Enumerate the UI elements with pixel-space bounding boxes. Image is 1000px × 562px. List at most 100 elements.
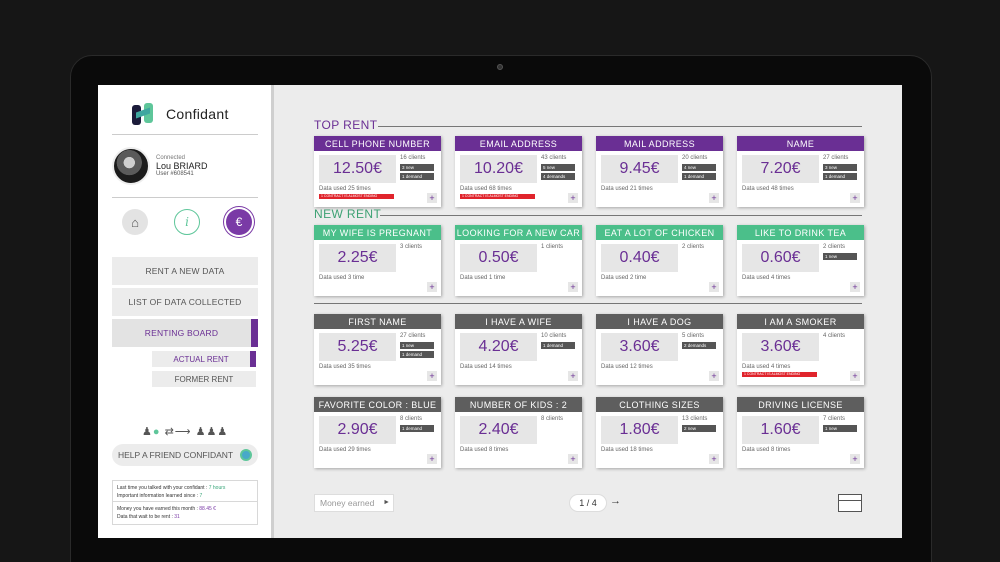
add-plus-icon[interactable]: + (568, 193, 578, 203)
euro-icon[interactable]: € (226, 209, 252, 235)
card-clients: 10 clients (541, 333, 567, 339)
globe-icon (240, 449, 252, 461)
add-plus-icon[interactable]: + (568, 282, 578, 292)
webcam-icon (497, 64, 503, 70)
card-clients: 7 clients (823, 416, 846, 422)
next-page-arrow-icon[interactable]: → (610, 495, 621, 507)
card-clients: 8 clients (541, 416, 564, 422)
data-card[interactable]: NUMBER OF KIDS : 2 2.40€ 8 clients Data use… (455, 397, 582, 468)
data-card[interactable]: EAT A LOT OF CHICKEN 0.40€ 2 clients Data u… (596, 225, 723, 296)
card-title: CELL PHONE NUMBER (314, 136, 441, 151)
card-tag: 1 new (823, 253, 857, 260)
menu-rent-new-data[interactable]: RENT A NEW DATA (112, 257, 258, 285)
data-card[interactable]: DRIVING LICENSE 1.60€ 7 clients 1 new Data u… (737, 397, 864, 468)
add-plus-icon[interactable]: + (427, 371, 437, 381)
card-price: 12.50€ (319, 155, 396, 183)
add-plus-icon[interactable]: + (427, 193, 437, 203)
info-learned: Important information learned since : (117, 493, 199, 499)
data-card[interactable]: I HAVE A WIFE 4.20€ 10 clients 1 demand Data… (455, 314, 582, 385)
data-card[interactable]: I AM A SMOKER 3.60€ 4 clients Data used 4 t… (737, 314, 864, 385)
card-price: 3.60€ (742, 333, 819, 361)
add-plus-icon[interactable]: + (427, 454, 437, 464)
divider (380, 215, 862, 216)
card-tag: 1 demand (541, 342, 575, 349)
card-tag: 1 demand (400, 173, 434, 180)
data-card[interactable]: LIKE TO DRINK TEA 0.60€ 2 clients 1 new Data… (737, 225, 864, 296)
info-learned-value: 7 (199, 493, 203, 499)
info-money-value: 88.45 € (199, 506, 216, 512)
card-title: DRIVING LICENSE (737, 397, 864, 412)
info-icon[interactable]: i (174, 209, 200, 235)
app-screen: Confidant Connected Lou BRIARD User #608… (98, 85, 902, 538)
card-title: MAIL ADDRESS (596, 136, 723, 151)
card-title: LIKE TO DRINK TEA (737, 225, 864, 240)
section-title-top-rent: TOP RENT (314, 118, 378, 132)
data-card[interactable]: LOOKING FOR A NEW CAR 0.50€ 1 clients Data … (455, 225, 582, 296)
submenu-former-rent[interactable]: FORMER RENT (152, 371, 256, 387)
data-card[interactable]: MAIL ADDRESS 9.45€ 20 clients 4 new 1 demand… (596, 136, 723, 207)
data-card[interactable]: FAVORITE COLOR : BLUE 2.90€ 8 clients 1 dem… (314, 397, 441, 468)
info-last-talk: Last time you talked with your confidant… (117, 485, 208, 491)
card-tag: 5 new (541, 164, 575, 171)
data-card[interactable]: CELL PHONE NUMBER 12.50€ 16 clients 3 new 1 … (314, 136, 441, 207)
add-plus-icon[interactable]: + (850, 371, 860, 381)
card-tag: 1 new (400, 342, 434, 349)
data-card[interactable]: EMAIL ADDRESS 10.20€ 43 clients 5 new 4 dema… (455, 136, 582, 207)
menu-renting-board[interactable]: RENTING BOARD (112, 319, 258, 347)
card-tag: 1 demand (823, 173, 857, 180)
info-box-money: Money you have earned this month : 88.45… (112, 501, 258, 525)
add-plus-icon[interactable]: + (568, 454, 578, 464)
money-earned-select[interactable]: Money earned ► (314, 494, 394, 512)
add-plus-icon[interactable]: + (709, 193, 719, 203)
add-plus-icon[interactable]: + (709, 371, 719, 381)
add-plus-icon[interactable]: + (850, 282, 860, 292)
card-tag: 4 new (682, 164, 716, 171)
card-clients: 5 clients (682, 333, 705, 339)
data-card[interactable]: MY WIFE IS PREGNANT 2.25€ 3 clients Data us… (314, 225, 441, 296)
card-tag: 1 demand (682, 173, 716, 180)
data-card[interactable]: I HAVE A DOG 3.60€ 5 clients 2 demands Data … (596, 314, 723, 385)
card-usage: Data used 4 times (742, 275, 791, 281)
menu-list-data-collected[interactable]: LIST OF DATA COLLECTED (112, 288, 258, 316)
card-tag: 4 demands (541, 173, 575, 180)
card-title: I HAVE A WIFE (455, 314, 582, 329)
card-price: 2.90€ (319, 416, 396, 444)
card-usage: Data used 8 times (460, 447, 509, 453)
card-clients: 27 clients (400, 333, 426, 339)
submenu-actual-rent[interactable]: ACTUAL RENT (152, 351, 256, 367)
card-title: EMAIL ADDRESS (455, 136, 582, 151)
divider (112, 197, 258, 198)
add-plus-icon[interactable]: + (709, 454, 719, 464)
card-clients: 27 clients (823, 155, 849, 161)
card-clients: 13 clients (682, 416, 708, 422)
card-price: 7.20€ (742, 155, 819, 183)
home-icon[interactable]: ⌂ (122, 209, 148, 235)
card-usage: Data used 2 time (601, 275, 647, 281)
card-usage: Data used 18 times (601, 447, 653, 453)
card-clients: 4 clients (823, 333, 846, 339)
avatar[interactable] (112, 147, 150, 185)
card-tag: 1 new (823, 425, 857, 432)
card-usage: Data used 68 times (460, 186, 512, 192)
add-plus-icon[interactable]: + (850, 454, 860, 464)
data-card[interactable]: FIRST NAME 5.25€ 27 clients 1 new 1 demand Da… (314, 314, 441, 385)
card-usage: Data used 8 times (742, 447, 791, 453)
card-usage: Data used 29 times (319, 447, 371, 453)
card-price: 1.80€ (601, 416, 678, 444)
add-plus-icon[interactable]: + (568, 371, 578, 381)
add-plus-icon[interactable]: + (850, 193, 860, 203)
add-plus-icon[interactable]: + (709, 282, 719, 292)
help-friend-label: HELP A FRIEND CONFIDANT (118, 450, 234, 460)
card-price: 1.60€ (742, 416, 819, 444)
app-name: Confidant (166, 106, 229, 122)
help-friend-button[interactable]: HELP A FRIEND CONFIDANT (112, 444, 258, 466)
data-card[interactable]: CLOTHING SIZES 1.80€ 13 clients 2 new Data u… (596, 397, 723, 468)
user-profile[interactable]: Connected Lou BRIARD User #608541 (112, 147, 208, 185)
page-indicator: 1 / 4 (569, 494, 607, 512)
card-title: NAME (737, 136, 864, 151)
view-layout-icon[interactable] (838, 494, 862, 512)
data-card[interactable]: NAME 7.20€ 27 clients 3 new 1 demand Data use… (737, 136, 864, 207)
card-title: MY WIFE IS PREGNANT (314, 225, 441, 240)
add-plus-icon[interactable]: + (427, 282, 437, 292)
card-usage: Data used 21 times (601, 186, 653, 192)
